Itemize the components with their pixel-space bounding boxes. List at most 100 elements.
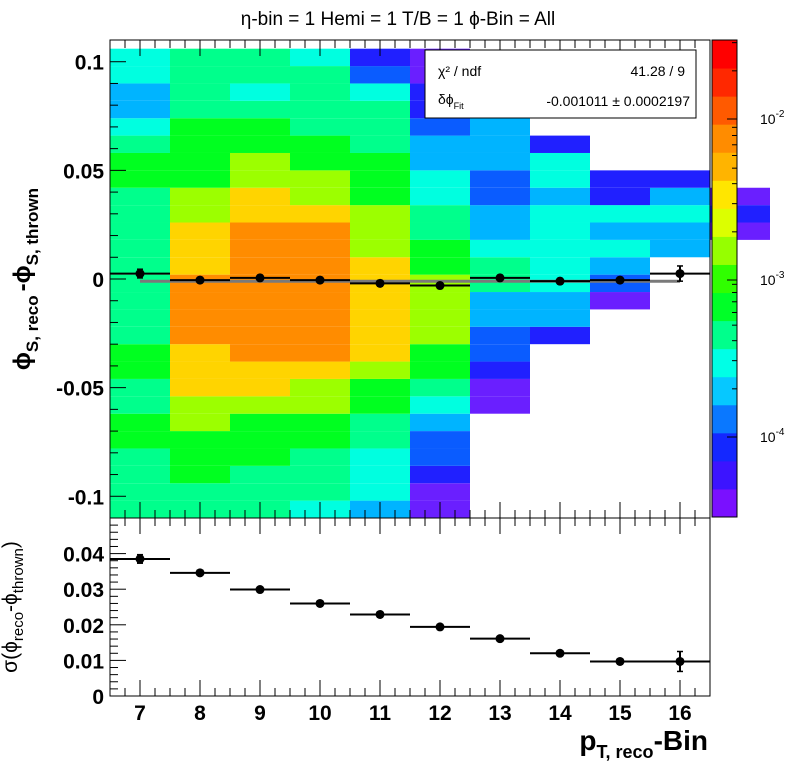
heatmap-cell <box>290 239 350 258</box>
heatmap-cell <box>290 448 350 466</box>
x-axis-label: pT, reco-Bin <box>579 725 708 762</box>
heatmap-cell <box>230 292 290 310</box>
marker <box>555 276 565 286</box>
heatmap-cell <box>230 309 290 327</box>
heatmap-cell <box>410 292 470 310</box>
heatmap-cell <box>230 431 290 449</box>
heatmap-cell <box>110 187 170 206</box>
heatmap-cell <box>290 309 350 327</box>
x-tick-label: 9 <box>254 702 266 725</box>
top-axis-ticks <box>109 39 711 519</box>
bottom-ylabel-end: ) <box>0 541 22 548</box>
marker <box>375 609 385 619</box>
heatmap-cell <box>110 118 170 136</box>
colorbar-segment <box>712 348 737 378</box>
heatmap-cell <box>110 361 170 379</box>
data-point <box>290 598 350 608</box>
heatmap-cell <box>170 257 230 275</box>
heatmap-cell <box>410 222 470 240</box>
heatmap-cell <box>470 152 530 171</box>
heatmap-cell <box>470 239 530 258</box>
colorbar-segment <box>712 460 737 490</box>
heatmap-cell <box>350 309 410 327</box>
heatmap-cell <box>590 239 650 258</box>
heatmap-cell <box>110 66 170 84</box>
heatmap-cell <box>230 205 290 223</box>
colorbar-label-exponent: -4 <box>776 427 785 438</box>
heatmap-cell <box>650 187 710 206</box>
y-tick-label: 0.01 <box>63 650 104 673</box>
heatmap-layer <box>110 48 770 518</box>
heatmap-cell <box>110 344 170 362</box>
colorbar-segment <box>712 180 737 209</box>
colorbar-segment <box>712 236 737 265</box>
stats-fit-value: -0.001011 ± 0.0002197 <box>546 93 690 109</box>
heatmap-cell <box>230 152 290 171</box>
colorbar-label-base: 10 <box>760 272 776 288</box>
heatmap-cell <box>170 66 230 84</box>
data-point <box>650 265 710 282</box>
marker <box>615 275 625 285</box>
heatmap-cell <box>530 326 590 345</box>
heatmap-cell <box>530 135 590 153</box>
x-tick-label: 10 <box>308 702 331 725</box>
colorbar-segment <box>712 404 737 434</box>
heatmap-cell <box>170 83 230 101</box>
heatmap-cell <box>230 326 290 345</box>
heatmap-cell <box>230 135 290 153</box>
stats-fit-label-main: δϕ <box>438 91 454 107</box>
heatmap-cell <box>230 274 290 293</box>
y-tick-label: 0.05 <box>63 160 104 183</box>
heatmap-cell <box>290 483 350 501</box>
colorbar-label: 10-4 <box>760 427 785 445</box>
heatmap-cell <box>230 361 290 379</box>
marker <box>435 622 445 632</box>
bottom-ylabel-mid: -ϕ <box>0 593 22 612</box>
heatmap-cell <box>410 239 470 258</box>
heatmap-cell <box>110 448 170 466</box>
heatmap-cell <box>350 396 410 414</box>
x-tick-label: 12 <box>428 702 451 725</box>
heatmap-cell <box>290 66 350 84</box>
heatmap-cell <box>290 465 350 484</box>
marker <box>255 585 265 595</box>
heatmap-cell <box>470 187 530 206</box>
heatmap-cell <box>290 170 350 188</box>
heatmap-cell <box>290 361 350 379</box>
colorbar-segment <box>712 40 737 69</box>
heatmap-cell <box>350 292 410 310</box>
heatmap-cell <box>350 448 410 466</box>
heatmap-cell <box>230 83 290 101</box>
top-y-axis-label: ϕS, reco -ϕS, thrown <box>9 188 42 370</box>
heatmap-cell <box>410 448 470 466</box>
heatmap-cell <box>410 378 470 397</box>
heatmap-cell <box>650 170 710 188</box>
heatmap-cell <box>170 100 230 119</box>
heatmap-cell <box>110 100 170 119</box>
top-points-layer <box>110 265 710 291</box>
marker <box>435 281 445 291</box>
heatmap-cell <box>230 66 290 84</box>
marker <box>315 598 325 608</box>
heatmap-cell <box>230 222 290 240</box>
heatmap-cell <box>170 239 230 258</box>
heatmap-cell <box>170 378 230 397</box>
y-tick-label: 0.04 <box>63 544 104 567</box>
heatmap-cell <box>350 83 410 101</box>
bottom-ylabel-sub1: reco <box>10 612 27 641</box>
heatmap-cell <box>410 170 470 188</box>
heatmap-cell <box>410 326 470 345</box>
heatmap-cell <box>470 222 530 240</box>
heatmap-cell <box>470 292 530 310</box>
heatmap-cell <box>350 118 410 136</box>
heatmap-cell <box>470 274 530 293</box>
colorbar <box>711 39 738 518</box>
heatmap-cell <box>170 135 230 153</box>
colorbar-label-exponent: -2 <box>776 109 785 120</box>
heatmap-cell <box>470 257 530 275</box>
colorbar-frame <box>711 39 738 518</box>
heatmap-cell <box>170 118 230 136</box>
heatmap-cell <box>470 344 530 362</box>
heatmap-cell <box>230 48 290 67</box>
